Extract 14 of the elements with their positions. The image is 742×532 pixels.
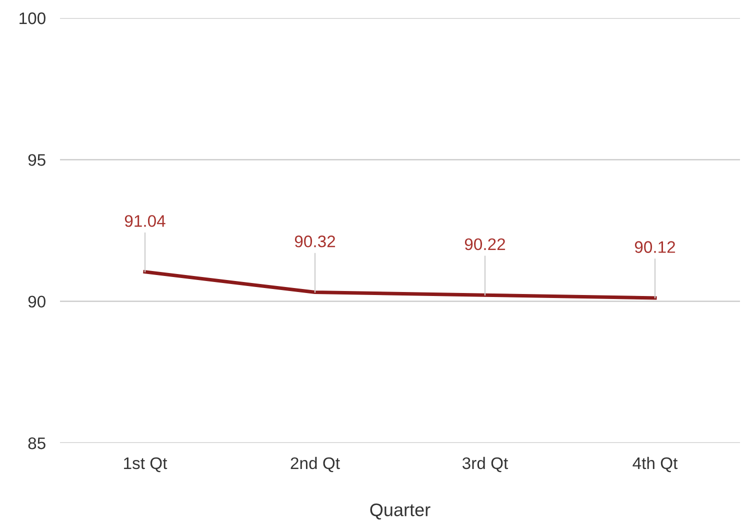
y-tick-label: 100 [20,12,46,24]
y-tick-label: 95 [28,154,46,166]
y-tick-label: 90 [28,296,46,308]
data-label: 91.04 [124,215,166,227]
x-tick-label: 1st Qt [124,457,168,472]
line-series [143,270,657,300]
x-tick-label: 3rd Qt [462,456,508,472]
x-tick-label: 2nd Qt [290,456,340,472]
data-label: 90.12 [634,241,676,253]
data-label: 90.32 [294,236,336,248]
y-tick-label: 85 [28,437,46,450]
x-tick-label: 4th Qt [632,456,678,472]
data-label: 90.22 [464,238,506,250]
x-axis-title: Quarter [370,503,430,520]
